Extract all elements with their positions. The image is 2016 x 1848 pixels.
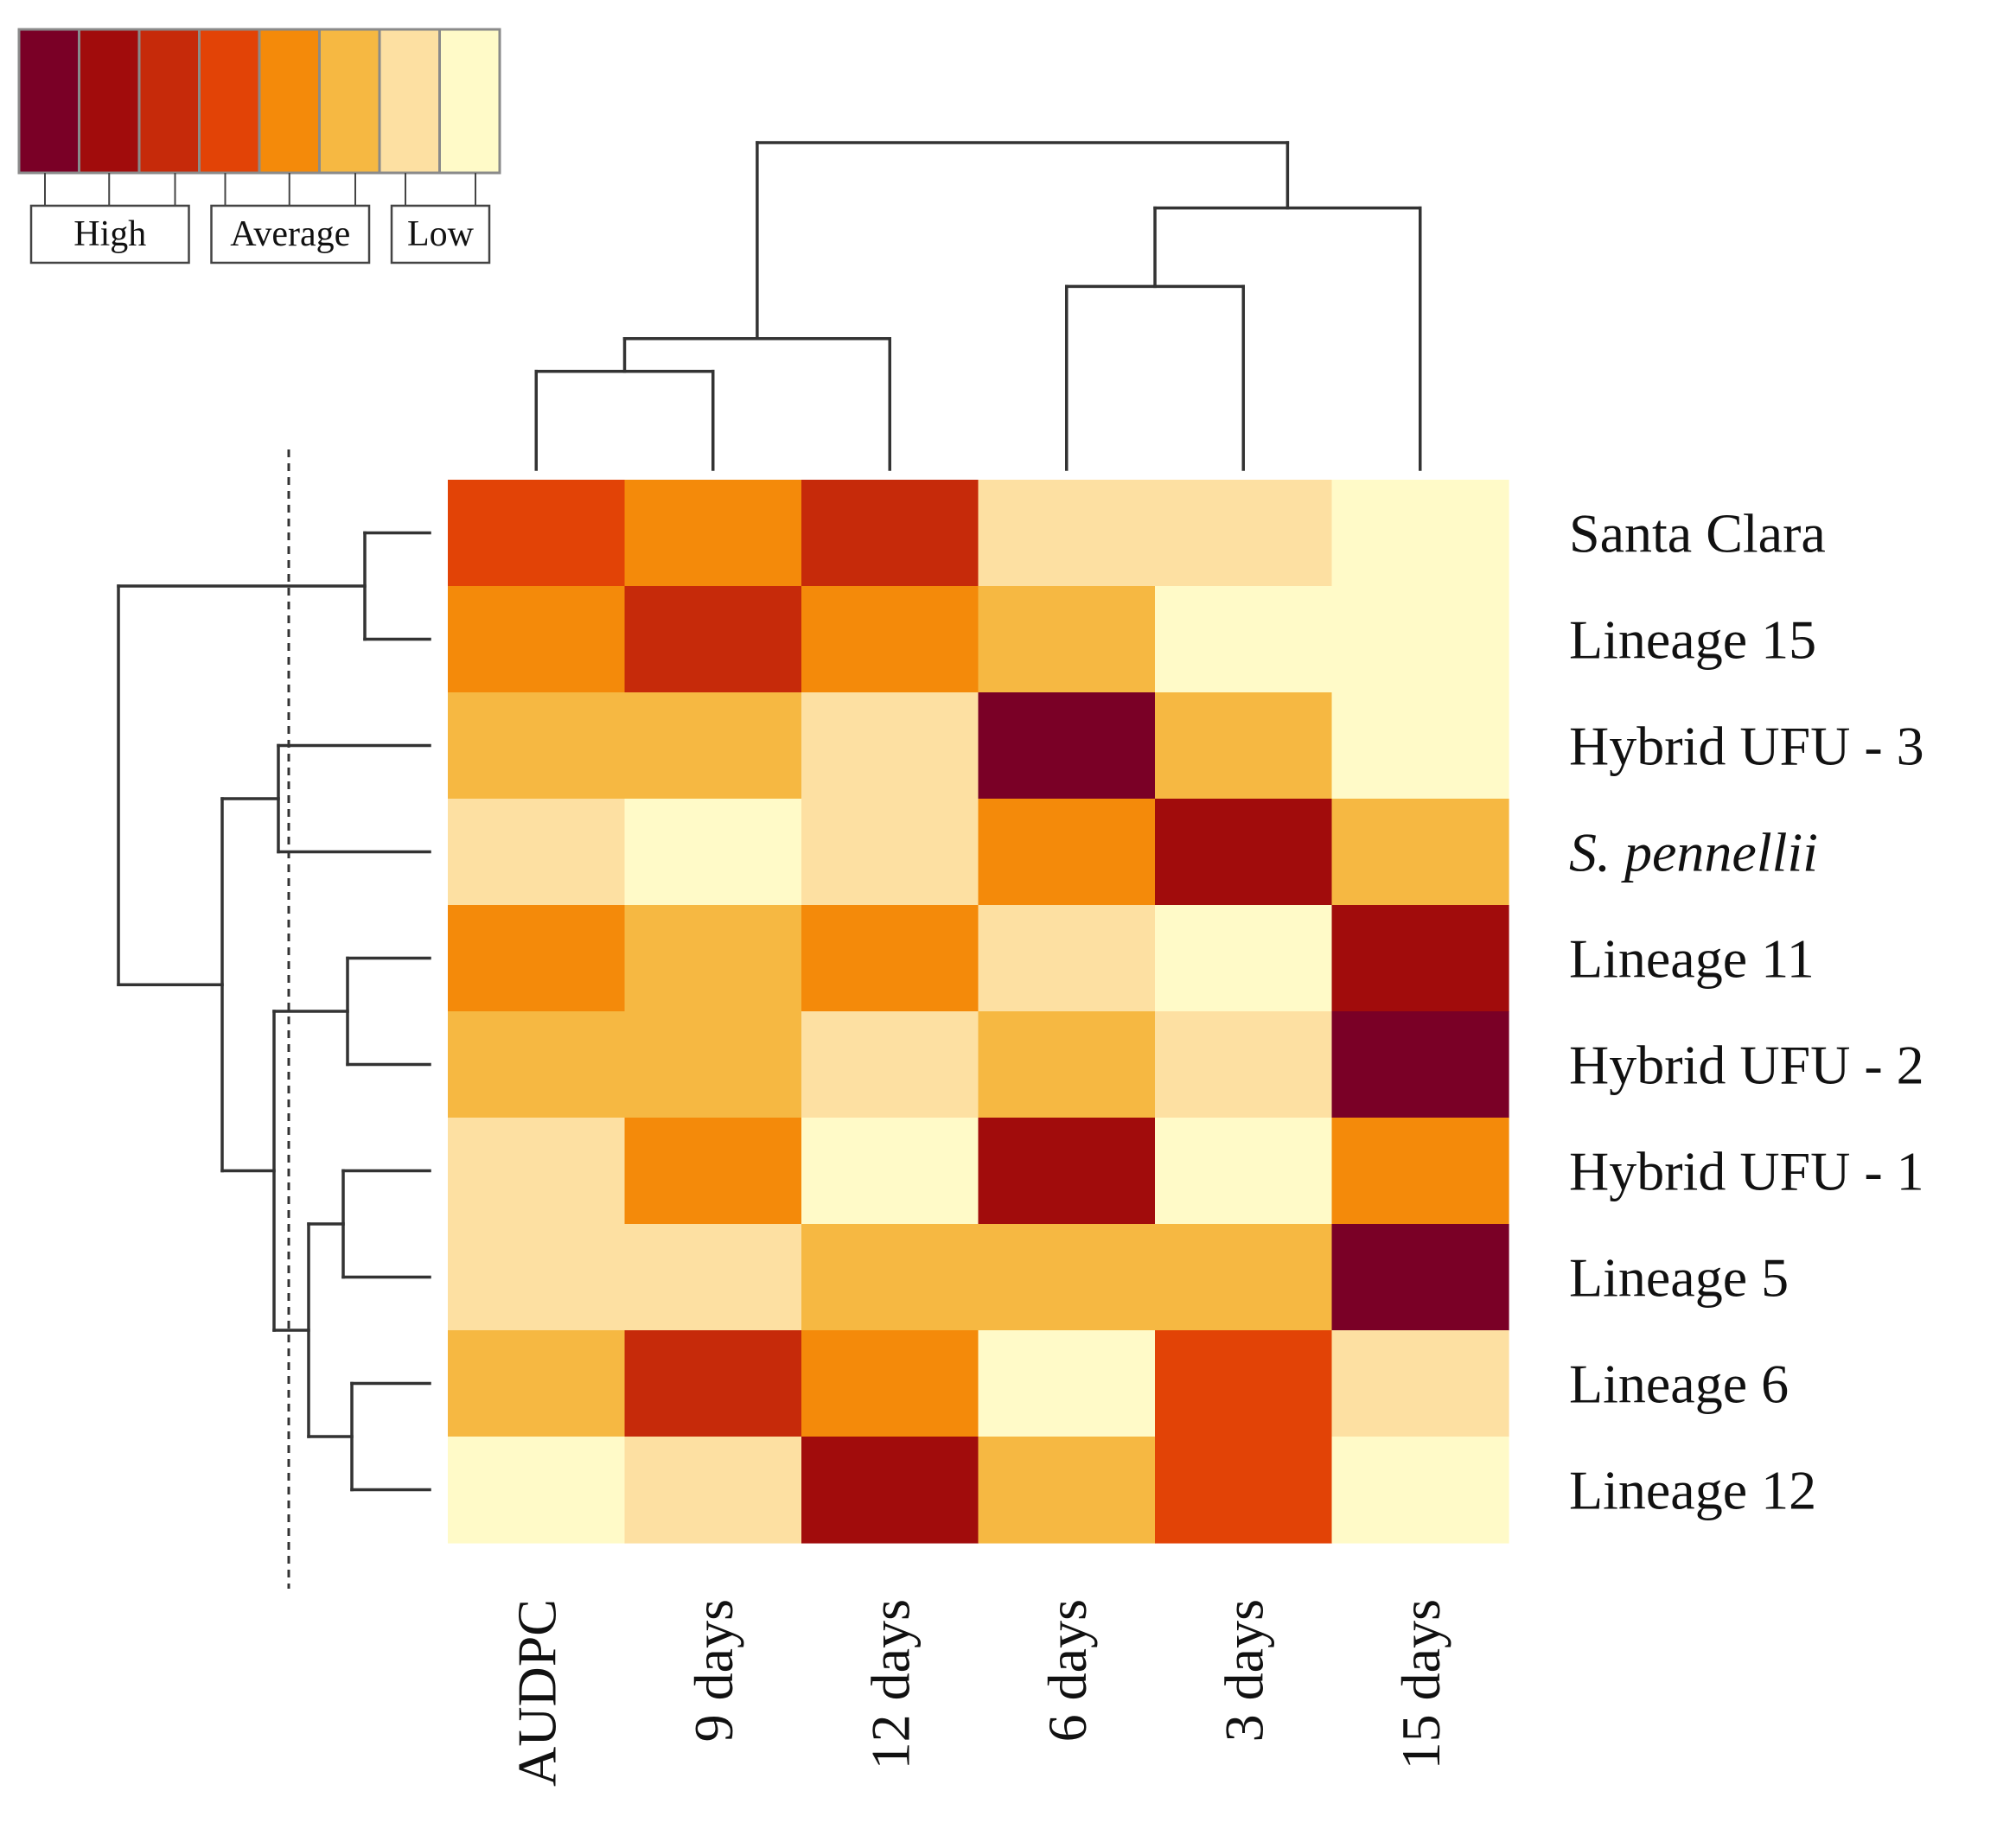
heatmap-cell (1331, 480, 1509, 587)
heatmap-cell (1155, 799, 1333, 906)
heatmap-cell (801, 692, 979, 800)
heatmap-cell (448, 905, 626, 1012)
heatmap-cell (801, 1011, 979, 1118)
heatmap-cell (1155, 905, 1333, 1012)
heatmap-cell (801, 905, 979, 1012)
heatmap-cell (978, 586, 1156, 693)
heatmap-cell (1155, 1011, 1333, 1118)
heatmap-cell (624, 1330, 802, 1437)
heatmap-cell (624, 905, 802, 1012)
row-dendrogram (117, 449, 431, 1589)
heatmap-cell (448, 799, 626, 906)
heatmap-cell (624, 1011, 802, 1118)
legend-swatch (258, 28, 321, 175)
heatmap-cell (1155, 1118, 1333, 1225)
heatmap-cell (1155, 480, 1333, 587)
row-label: Lineage 12 (1569, 1460, 1816, 1521)
heatmap-cell (801, 799, 979, 906)
legend-swatch (438, 28, 501, 175)
heatmap-cell (1331, 586, 1509, 693)
legend-swatch (378, 28, 441, 175)
heatmap-cell (448, 586, 626, 693)
legend-swatch (17, 28, 80, 175)
heatmap-cell (1331, 905, 1509, 1012)
heatmap-cell (1331, 1330, 1509, 1437)
row-labels: Santa Clara Lineage 15 Hybrid UFU - 3 S. pe… (1569, 503, 1924, 1521)
heatmap-cell (978, 692, 1156, 800)
heatmap-cells (448, 480, 1509, 1544)
heatmap-cell (1155, 1330, 1333, 1437)
row-label: Hybrid UFU - 3 (1569, 716, 1924, 777)
heatmap-cell (978, 1224, 1156, 1331)
heatmap-cell (801, 1437, 979, 1544)
heatmap-cell (978, 905, 1156, 1012)
heatmap-cell (624, 1437, 802, 1544)
heatmap-cell (978, 480, 1156, 587)
heatmap-cell (1331, 692, 1509, 800)
legend-swatch (137, 28, 201, 175)
legend-group-box (210, 204, 371, 264)
column-label: 9 days (683, 1599, 744, 1742)
column-dendrogram (534, 141, 1422, 471)
heatmap-cell (978, 1437, 1156, 1544)
column-labels: AUDPC 9 days 12 days 6 days 3 days 15 days (506, 1599, 1451, 1787)
heatmap-cell (978, 799, 1156, 906)
heatmap-cell (1331, 799, 1509, 906)
heatmap-cell (448, 692, 626, 800)
heatmap-cell (448, 1224, 626, 1331)
column-label: 6 days (1037, 1599, 1098, 1742)
heatmap-cell (448, 1011, 626, 1118)
row-label: Lineage 6 (1569, 1354, 1789, 1415)
legend-swatch (198, 28, 261, 175)
heatmap-cell (1155, 586, 1333, 693)
column-label: 15 days (1390, 1599, 1451, 1769)
heatmap-cell (624, 1224, 802, 1331)
legend-group-label: Average (230, 214, 350, 254)
heatmap-cell (624, 586, 802, 693)
heatmap-cell (801, 1224, 979, 1331)
legend-group-box (390, 204, 491, 264)
heatmap-cell (624, 799, 802, 906)
row-label: Lineage 11 (1569, 928, 1815, 990)
row-label: Hybrid UFU - 2 (1569, 1035, 1924, 1096)
heatmap-cell (624, 480, 802, 587)
heatmap-cell (978, 1118, 1156, 1225)
heatmap-cell (624, 1118, 802, 1225)
legend-group-label: High (73, 214, 146, 254)
heatmap-cell (1331, 1437, 1509, 1544)
heatmap-cell (1331, 1118, 1509, 1225)
heatmap-cell (978, 1330, 1156, 1437)
row-label: Santa Clara (1569, 503, 1826, 564)
heatmap-cell (448, 480, 626, 587)
column-label: 12 days (859, 1599, 921, 1769)
heatmap-cell (1155, 1437, 1333, 1544)
heatmap-cell (1331, 1224, 1509, 1331)
color-legend: High Average Low (17, 28, 501, 264)
column-label: AUDPC (506, 1599, 567, 1787)
row-label: Lineage 15 (1569, 609, 1816, 671)
heatmap-cell (801, 586, 979, 693)
heatmap-cell (801, 1118, 979, 1225)
heatmap-cell (624, 692, 802, 800)
heatmap-cell (1155, 1224, 1333, 1331)
legend-swatch (78, 28, 141, 175)
column-label: 3 days (1213, 1599, 1274, 1742)
legend-group-label: Low (407, 214, 475, 254)
heatmap-cell (1155, 692, 1333, 800)
heatmap-cell (448, 1118, 626, 1225)
heatmap-cell (448, 1330, 626, 1437)
legend-swatch (318, 28, 381, 175)
row-label: S. pennellii (1569, 822, 1818, 883)
heatmap-cell (801, 1330, 979, 1437)
heatmap-cell (978, 1011, 1156, 1118)
row-label: Hybrid UFU - 1 (1569, 1141, 1924, 1202)
heatmap-cell (448, 1437, 626, 1544)
legend-group-box (29, 204, 190, 264)
heatmap-cell (801, 480, 979, 587)
row-label: Lineage 5 (1569, 1247, 1789, 1309)
heatmap-cell (1331, 1011, 1509, 1118)
